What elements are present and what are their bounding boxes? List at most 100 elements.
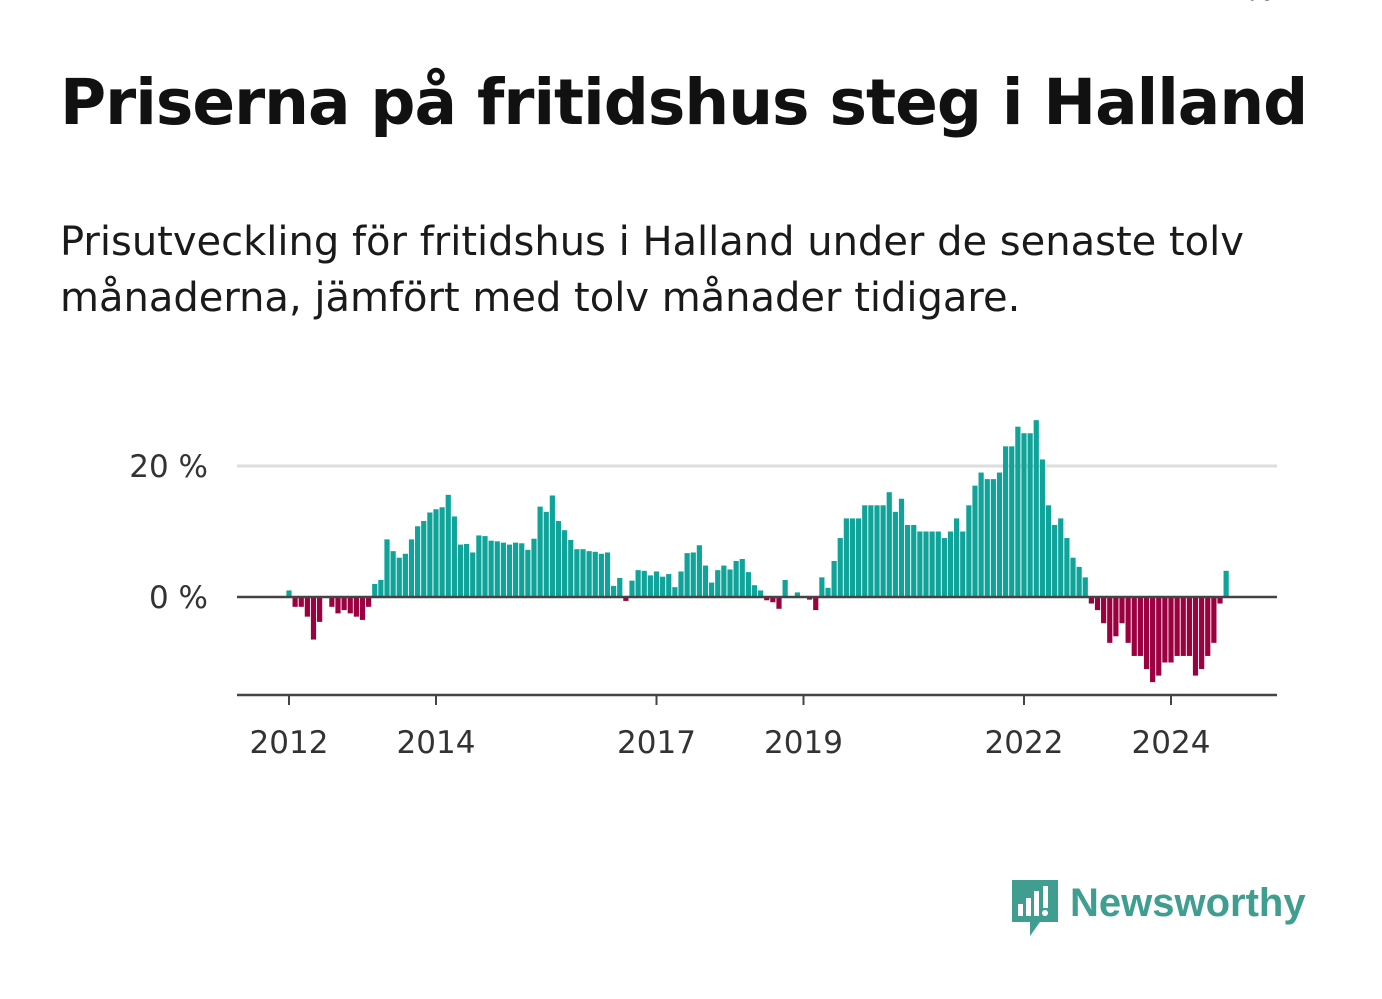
bar	[1113, 597, 1119, 637]
bar	[702, 565, 709, 597]
bar	[335, 597, 341, 614]
bar	[531, 538, 537, 598]
brand-logo[interactable]: Newsworthy	[1010, 878, 1306, 940]
bar	[543, 511, 549, 597]
bar	[892, 511, 898, 597]
y-tick-label: 0 %	[149, 580, 208, 616]
bar	[917, 531, 923, 597]
bar	[329, 597, 335, 607]
bar	[286, 590, 292, 597]
bar	[739, 559, 745, 597]
bar	[1186, 597, 1192, 656]
bar	[727, 569, 733, 597]
bar	[451, 516, 457, 597]
bar	[562, 530, 568, 597]
brand-name: Newsworthy	[1070, 881, 1306, 925]
x-tick-label: 2024	[1132, 725, 1211, 761]
bar	[929, 531, 935, 597]
y-tick-label: 20 %	[129, 449, 208, 485]
bar	[378, 579, 384, 597]
bar	[1180, 597, 1186, 656]
bar	[586, 551, 592, 597]
bar	[1039, 459, 1045, 597]
bar	[1094, 597, 1101, 611]
bar	[856, 518, 862, 597]
bar	[408, 539, 415, 597]
bar	[525, 549, 531, 597]
bar	[1150, 597, 1156, 683]
bar	[666, 574, 672, 598]
bar	[611, 585, 617, 597]
bar	[445, 494, 451, 597]
bar	[372, 583, 378, 597]
bar	[506, 544, 513, 597]
x-tick-label: 2019	[764, 725, 843, 761]
bar	[996, 472, 1003, 597]
bar	[488, 540, 494, 597]
bar	[598, 553, 604, 597]
bar	[635, 570, 641, 597]
bars	[286, 420, 1229, 683]
bar	[898, 498, 905, 597]
bar	[464, 543, 470, 597]
bar	[1223, 570, 1229, 597]
bar	[1058, 518, 1064, 597]
tick-labels: 0 % 20 % 2012 2014 2017 2019 2022 2024 4 %	[129, 0, 1274, 761]
bar	[1156, 597, 1162, 676]
bar	[580, 549, 586, 597]
chart-title: Priserna på fritidshus steg i Halland	[60, 66, 1308, 139]
bar	[629, 580, 635, 598]
bar	[972, 485, 978, 597]
bar	[1119, 597, 1125, 624]
bar	[653, 571, 660, 597]
bar	[1101, 597, 1107, 624]
bar	[359, 597, 366, 620]
bar	[807, 597, 813, 600]
bar	[519, 543, 525, 597]
bar	[1131, 597, 1137, 656]
bar	[905, 524, 911, 597]
bar	[482, 536, 488, 598]
bar	[604, 552, 611, 597]
bar	[476, 535, 482, 597]
bar	[960, 531, 966, 597]
bar	[555, 521, 562, 597]
bar	[1199, 597, 1205, 670]
bar	[310, 597, 317, 640]
bar	[494, 541, 500, 597]
bar	[911, 524, 917, 597]
bar	[500, 542, 506, 597]
bar	[396, 557, 402, 597]
bar	[1076, 566, 1082, 597]
bar	[874, 505, 880, 597]
bar	[721, 565, 727, 597]
bar	[1082, 577, 1088, 597]
bar	[794, 592, 800, 597]
bar	[831, 560, 837, 597]
bar	[304, 597, 310, 617]
bar	[813, 597, 819, 611]
bar	[341, 597, 347, 611]
bar	[1143, 597, 1150, 670]
bar	[292, 597, 298, 607]
bar	[1168, 597, 1174, 663]
bar	[1211, 597, 1217, 643]
bar	[935, 531, 941, 597]
bar	[402, 553, 408, 597]
bar	[1045, 505, 1052, 597]
bar	[384, 539, 390, 597]
bar	[1192, 597, 1199, 676]
bar	[984, 479, 990, 597]
bar	[660, 576, 666, 597]
bar	[947, 531, 954, 597]
bar	[678, 571, 684, 597]
bar	[954, 518, 960, 597]
bar	[990, 479, 996, 597]
bar	[715, 570, 721, 597]
bar	[978, 472, 984, 597]
bar	[1064, 538, 1070, 597]
bar	[1009, 446, 1015, 597]
bar	[819, 577, 825, 597]
bar	[886, 492, 892, 597]
bar	[1162, 597, 1168, 663]
